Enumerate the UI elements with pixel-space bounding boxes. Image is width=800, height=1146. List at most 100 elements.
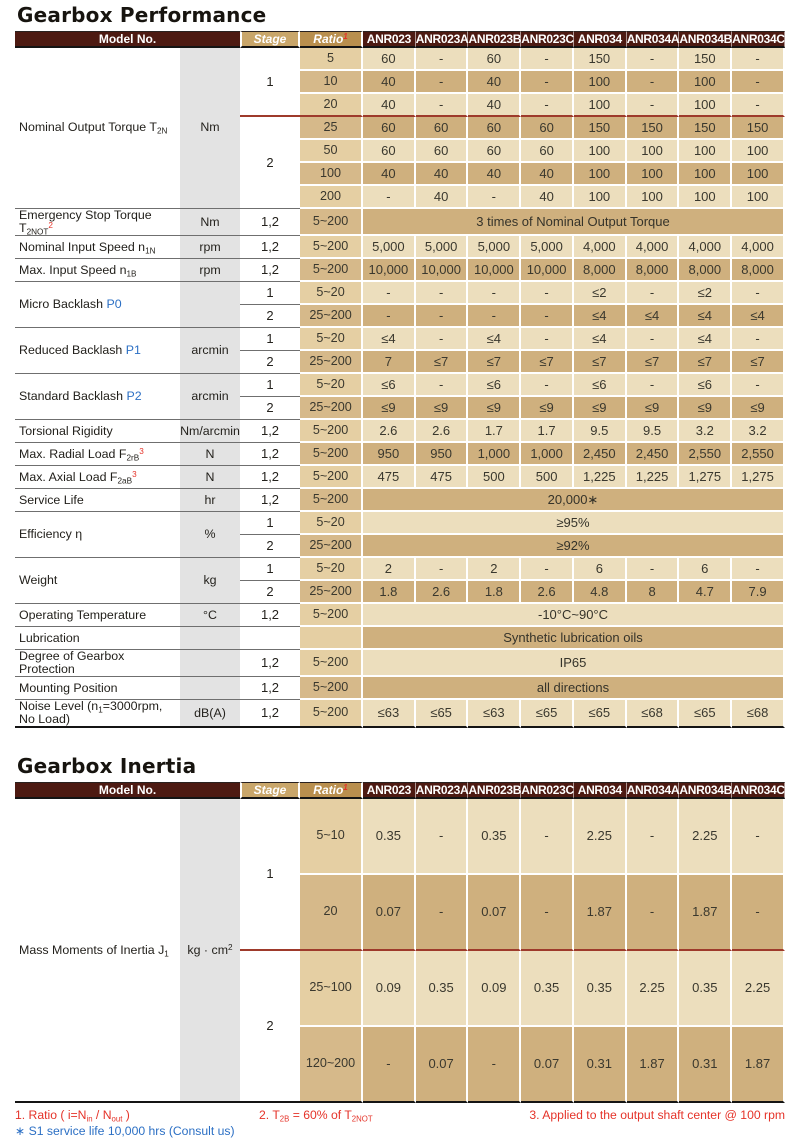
cell-value: ≤4 [573,328,627,352]
cell-ratio: 5~200 [300,466,364,490]
cell-value: 10,000 [415,259,469,283]
cell-value: 2,450 [573,443,627,467]
cell-stage: 1 [240,799,301,952]
cell-unit: N [180,443,241,467]
cell-unit: °C [180,604,241,628]
cell-ratio: 25~200 [300,397,364,421]
footnote-emergency-torque: 2. T2B = 60% of T2NOT [259,1108,373,1124]
cell-value: - [626,799,680,876]
cell-stage: 1,2 [240,604,301,628]
cell-label: Emergency Stop Torque T2NOT2 [15,208,180,236]
cell-value: 2.6 [521,581,574,605]
table-row: Max. Input Speed n1B rpm 1,2 5~200 10,000 10,… [15,259,785,283]
cell-value: 2,550 [679,443,733,467]
cell-value: 10,000 [521,259,574,283]
cell-ratio: 25~200 [300,581,364,605]
cell-value: 60 [363,117,416,140]
cell-stage: 1 [240,48,301,117]
header-model-no: Model No. [15,782,241,800]
cell-merged-value: Synthetic lubrication oils [363,627,785,651]
cell-value: - [415,71,469,94]
cell-value: 60 [415,140,469,163]
cell-value: - [732,799,785,876]
cell-stage: 2 [240,117,301,209]
cell-value: ≤6 [679,374,733,398]
cell-ratio: 50 [300,140,364,163]
cell-unit: kg [180,558,241,605]
cell-ratio: 5~20 [300,512,364,536]
cell-value: 1.87 [732,1027,785,1104]
cell-value: 40 [468,163,522,186]
cell-value: - [415,328,469,352]
cell-value: 40 [363,71,416,94]
cell-ratio: 200 [300,186,364,209]
header-anr034c: ANR034C [732,782,785,800]
cell-value: 1.7 [521,420,574,444]
cell-ratio: 5~20 [300,374,364,398]
cell-ratio: 5~200 [300,209,364,237]
cell-value: 2.25 [679,799,733,876]
table-row: 200-40-40 100 100 100 100 [15,186,785,209]
cell-value: 9.5 [626,420,680,444]
cell-value: - [626,328,680,352]
cell-value: 1.87 [573,875,627,952]
cell-value: - [363,305,416,329]
cell-value: 150 [679,117,733,140]
cell-value: 6 [573,558,627,582]
cell-value: 2,450 [626,443,680,467]
table-row: Degree of Gearbox Protection 1,2 5~200 IP65 [15,650,785,678]
table-row: 100 40 40 40 40 100 100 100 100 [15,163,785,186]
cell-unit: dB(A) [180,700,241,729]
cell-ratio: 5~200 [300,700,364,729]
cell-value: 40 [415,163,469,186]
cell-value: 0.35 [679,951,733,1028]
cell-value: 950 [415,443,469,467]
cell-stage: 1 [240,512,301,536]
cell-value: ≤65 [573,700,627,729]
footnotes-line-1: 1. Ratio ( i=Nin / Nout ) 2. T2B = 60% o… [15,1108,785,1123]
cell-ratio: 25~200 [300,351,364,375]
cell-value: - [521,558,574,582]
cell-ratio: 5~20 [300,558,364,582]
cell-label: Weight [15,558,180,605]
cell-value: 40 [468,71,522,94]
cell-stage: 1 [240,282,301,306]
cell-value: 150 [732,117,785,140]
cell-label: Standard Backlash P2 [15,374,180,421]
cell-stage: 2 [240,581,301,605]
cell-value: - [732,374,785,398]
header-anr034c: ANR034C [732,31,785,48]
cell-ratio: 5~20 [300,282,364,306]
cell-value: 60 [415,117,469,140]
header-anr023a: ANR023A [415,782,469,800]
cell-value: 7.9 [732,581,785,605]
cell-value: 1.87 [626,1027,680,1104]
cell-value: ≤2 [679,282,733,306]
cell-value: ≤65 [521,700,574,729]
cell-value: 4.7 [679,581,733,605]
header-stage: Stage [240,31,301,48]
cell-merged-value: IP65 [363,650,785,678]
cell-value: - [468,305,522,329]
cell-label: Operating Temperature [15,604,180,628]
header-stage: Stage [240,782,301,800]
cell-stage: 1 [240,558,301,582]
cell-value: ≤7 [521,351,574,375]
cell-label: Max. Axial Load F2aB3 [15,466,180,490]
cell-value: - [626,71,680,94]
table-row: 2 25~200 ≥92% [15,535,785,559]
cell-value: 1,275 [679,466,733,490]
footnote-service-life: ∗ S1 service life 10,000 hrs (Consult us… [15,1124,235,1139]
cell-stage: 1,2 [240,443,301,467]
header-anr023a: ANR023A [415,31,469,48]
cell-value: 2.25 [732,951,785,1028]
cell-value: 150 [573,48,627,71]
table-row: Noise Level (n1=3000rpm, No Load) dB(A) 1,… [15,700,785,729]
cell-value: 100 [732,140,785,163]
cell-value: 100 [679,71,733,94]
cell-value: 0.07 [415,1027,469,1104]
cell-value: - [363,282,416,306]
cell-value: - [732,328,785,352]
table-row: Max. Axial Load F2aB3 N 1,2 5~200 475 475 500 5… [15,466,785,490]
cell-merged-value: 20,000∗ [363,489,785,513]
